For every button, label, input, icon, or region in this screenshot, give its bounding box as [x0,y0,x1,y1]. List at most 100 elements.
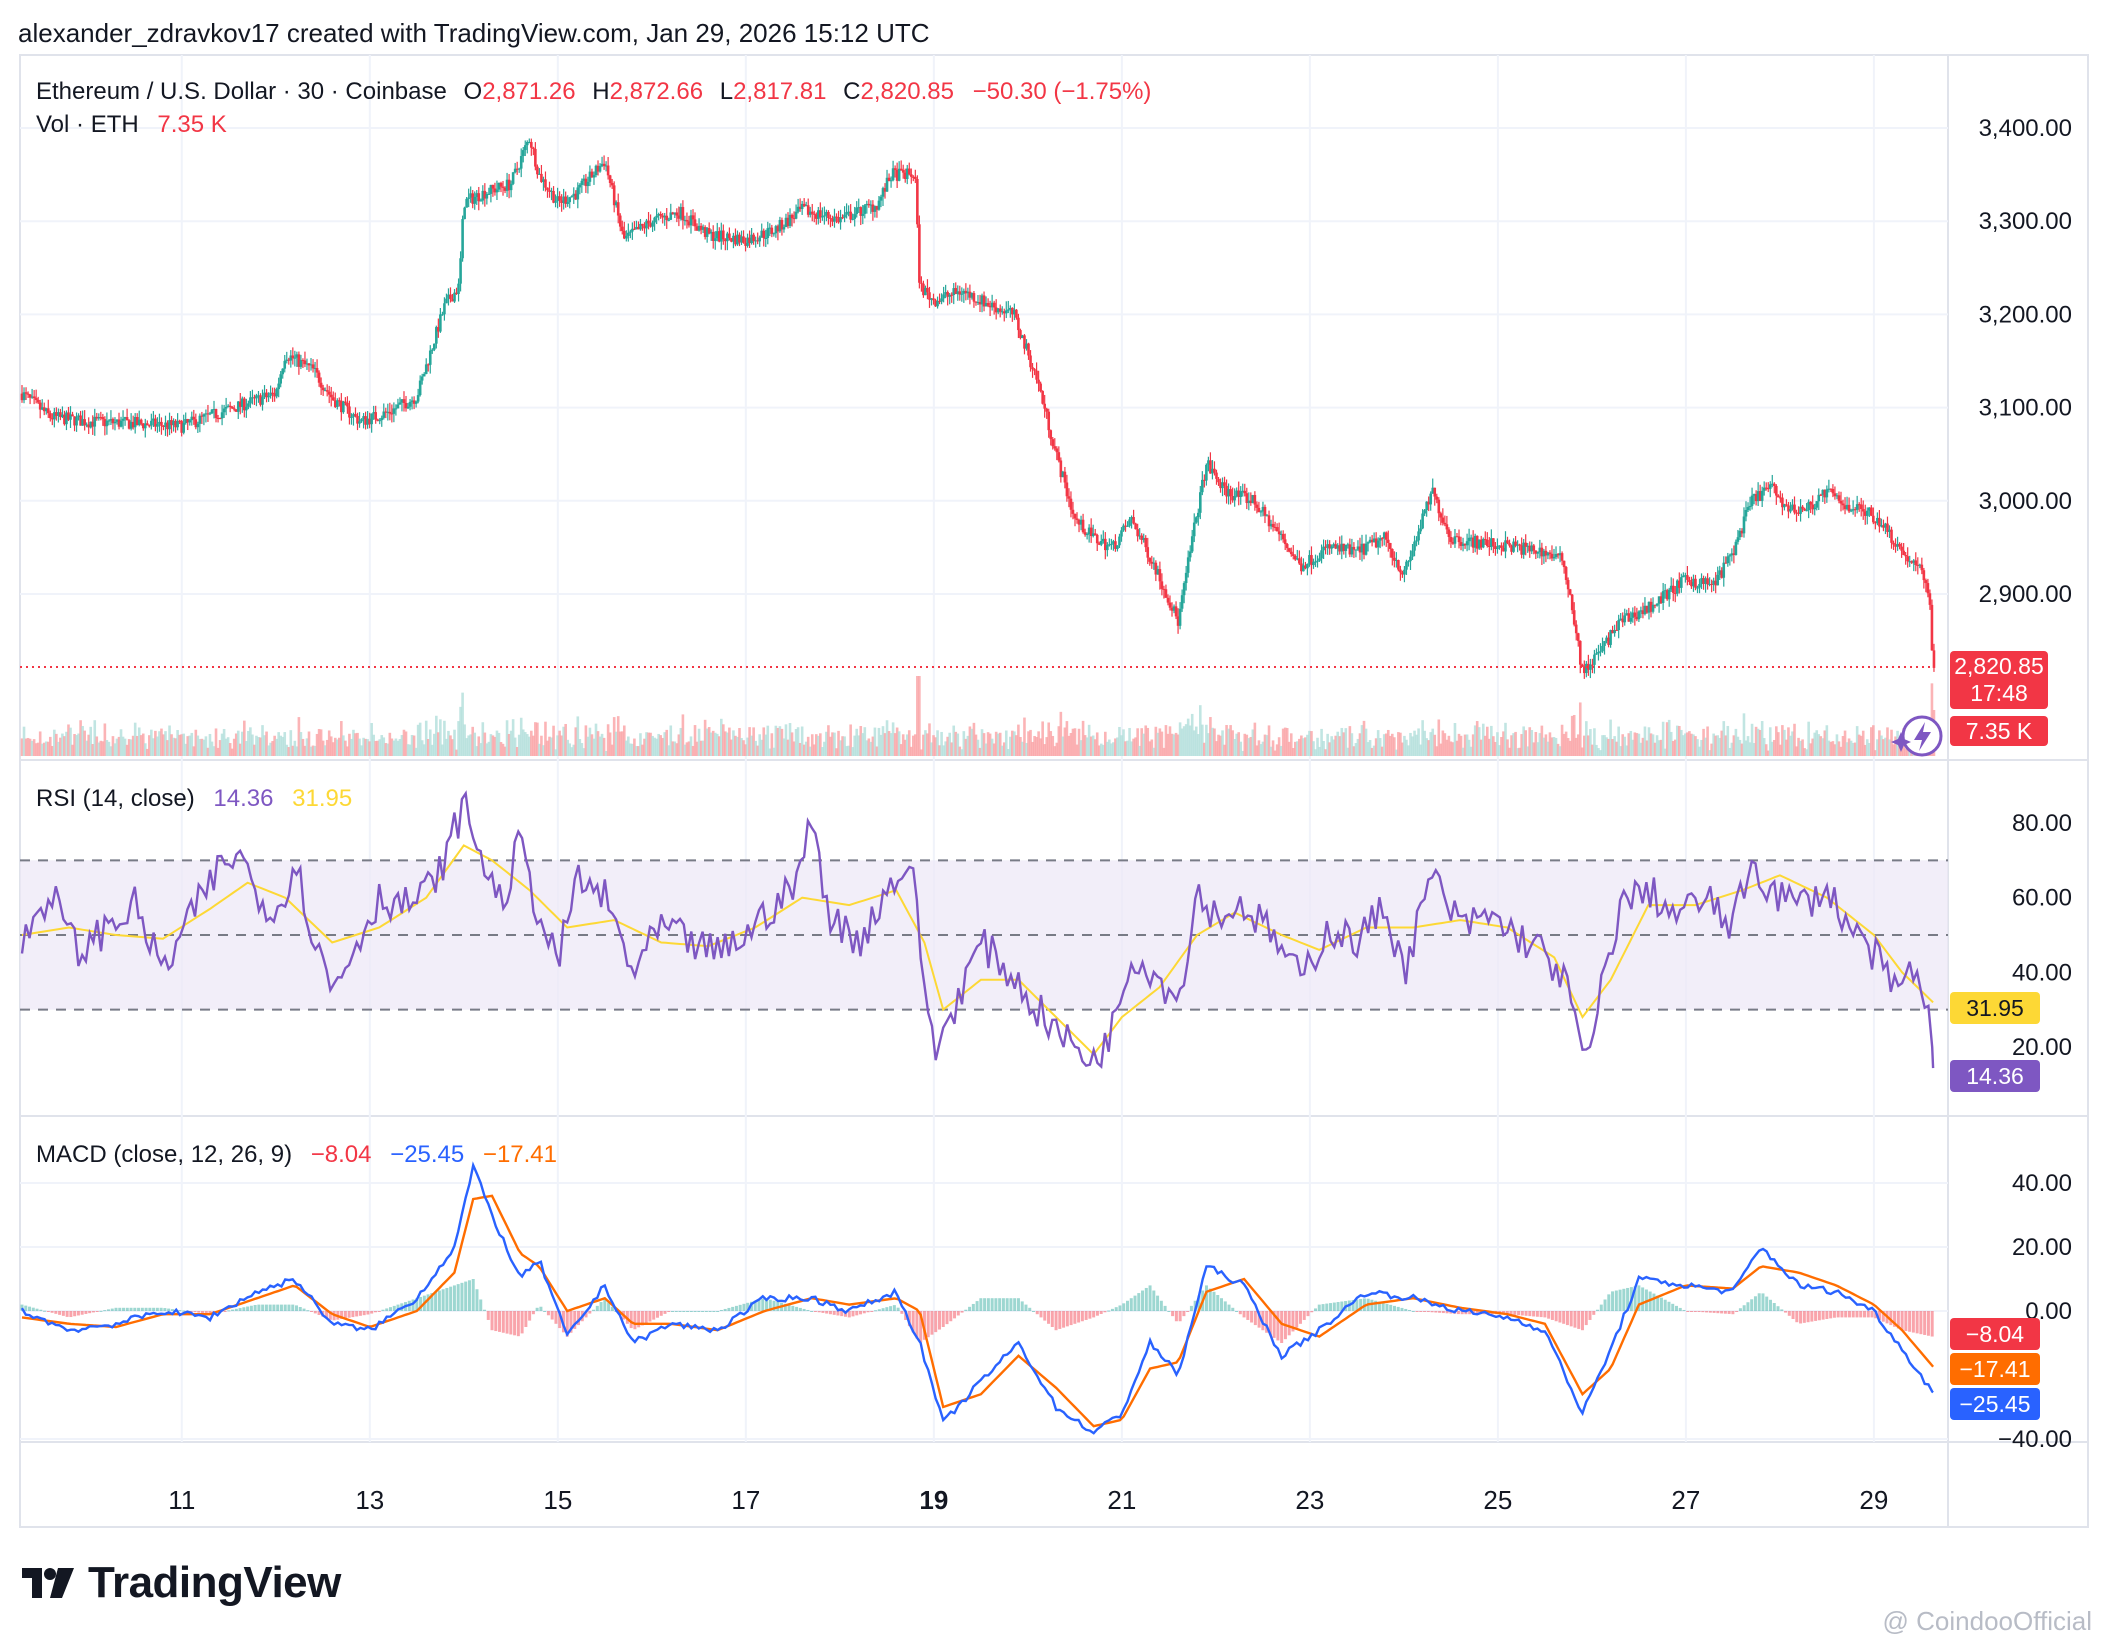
volume-bar [1388,735,1392,756]
candle-body [1409,556,1412,562]
candle-body [1781,497,1784,508]
volume-bar [356,732,359,756]
volume-bar [168,725,171,756]
candle-body [1801,506,1804,509]
volume-bar [204,736,208,756]
candle-body [841,217,844,219]
volume-bar [83,730,86,756]
macd-hist-bar [1671,1303,1675,1311]
volume-bar [188,735,192,756]
macd-hist-bar [373,1311,377,1313]
volume-bar [473,732,477,756]
candle-body [1863,511,1867,516]
rsi-ma-legend-value: 31.95 [292,785,352,812]
volume-bar [216,747,220,756]
candle-body [303,360,307,365]
volume-bar [170,734,173,756]
volume-bar [1217,734,1220,756]
macd-hist-bar [1152,1290,1156,1311]
volume-bar [948,732,951,756]
candle-body [1492,538,1495,546]
volume-bar [295,746,299,756]
candle-body [907,168,911,175]
candle-body [1629,617,1633,622]
volume-bar [962,731,966,756]
volume-bar [1698,746,1701,756]
macd-hist-bar [302,1308,306,1311]
candle-body [461,219,464,259]
signal-legend-value: −17.41 [483,1141,557,1168]
candle-body [46,408,50,414]
macd-hist-bar [39,1309,43,1311]
candle-body [430,349,434,351]
candle-body [380,417,384,421]
volume-bar [855,728,859,756]
candle-body [879,196,883,201]
candle-body [1578,640,1582,665]
volume-bar [245,741,248,756]
candle-body [123,417,127,419]
candle-body [1047,411,1051,431]
price-legend[interactable]: Ethereum / U.S. Dollar · 30 · Coinbase O… [36,78,1151,138]
volume-bar [164,731,167,756]
candle-body [1647,601,1651,613]
macd-hist-bar [937,1311,941,1330]
volume-bar [253,744,256,756]
candle-body [893,168,897,170]
candle-body [956,291,960,295]
volume-bar [420,740,424,756]
macd-hist-bar [1329,1303,1333,1311]
candle-body [916,178,919,225]
macd-hist-bar [370,1311,374,1314]
candle-body [1704,578,1707,584]
macd-hist-bar [633,1311,637,1330]
candle-body [1791,504,1794,510]
macd-hist-bar [381,1309,385,1311]
volume-bar [784,724,788,756]
volume-bar [111,736,115,756]
candle-body [1490,538,1493,547]
candle-body [57,412,60,416]
macd-hist-bar [58,1311,62,1315]
volume-bar [1025,742,1028,756]
candle-body [1296,558,1299,560]
volume-bar [307,731,311,756]
candle-body [489,184,493,194]
signal-badge-bg [1950,1353,2040,1385]
macd-hist-bar [810,1311,814,1312]
volume-bar [1740,743,1744,756]
candle-body [69,414,72,420]
volume-bar [20,738,24,756]
volume-bar [1872,725,1875,756]
volume-bar [527,736,531,756]
lightning-icon[interactable] [1891,715,1943,757]
volume-bar [1817,734,1821,756]
volume-bar [720,718,723,756]
volume-bar [329,736,333,756]
legend-o-label: O [464,78,483,105]
volume-bar [594,723,598,756]
candle-body [1522,542,1525,555]
candle-body [1429,493,1433,505]
candle-body [1738,530,1742,538]
candles[interactable] [20,138,1936,679]
macd-hist-bar [291,1304,295,1311]
rsi-legend[interactable]: RSI (14, close) 14.36 31.95 [36,785,352,812]
volume-bar [1411,736,1414,756]
candle-body [1833,493,1837,497]
volume-bar [1095,732,1099,756]
volume-bar [1734,728,1738,756]
volume-bar [825,731,828,756]
candle-body [899,168,903,171]
candle-body [1516,544,1519,546]
candle-body [471,193,475,204]
legend-c-value: 2,820.85 [861,78,954,105]
candle-body [566,202,569,204]
candle-body [1146,547,1150,558]
volume-bar [1512,733,1515,756]
macd-legend[interactable]: MACD (close, 12, 26, 9) −8.04 −25.45 −17… [36,1141,557,1168]
candle-body [709,231,713,234]
candle-body [1663,590,1667,592]
candle-body [1821,489,1825,495]
